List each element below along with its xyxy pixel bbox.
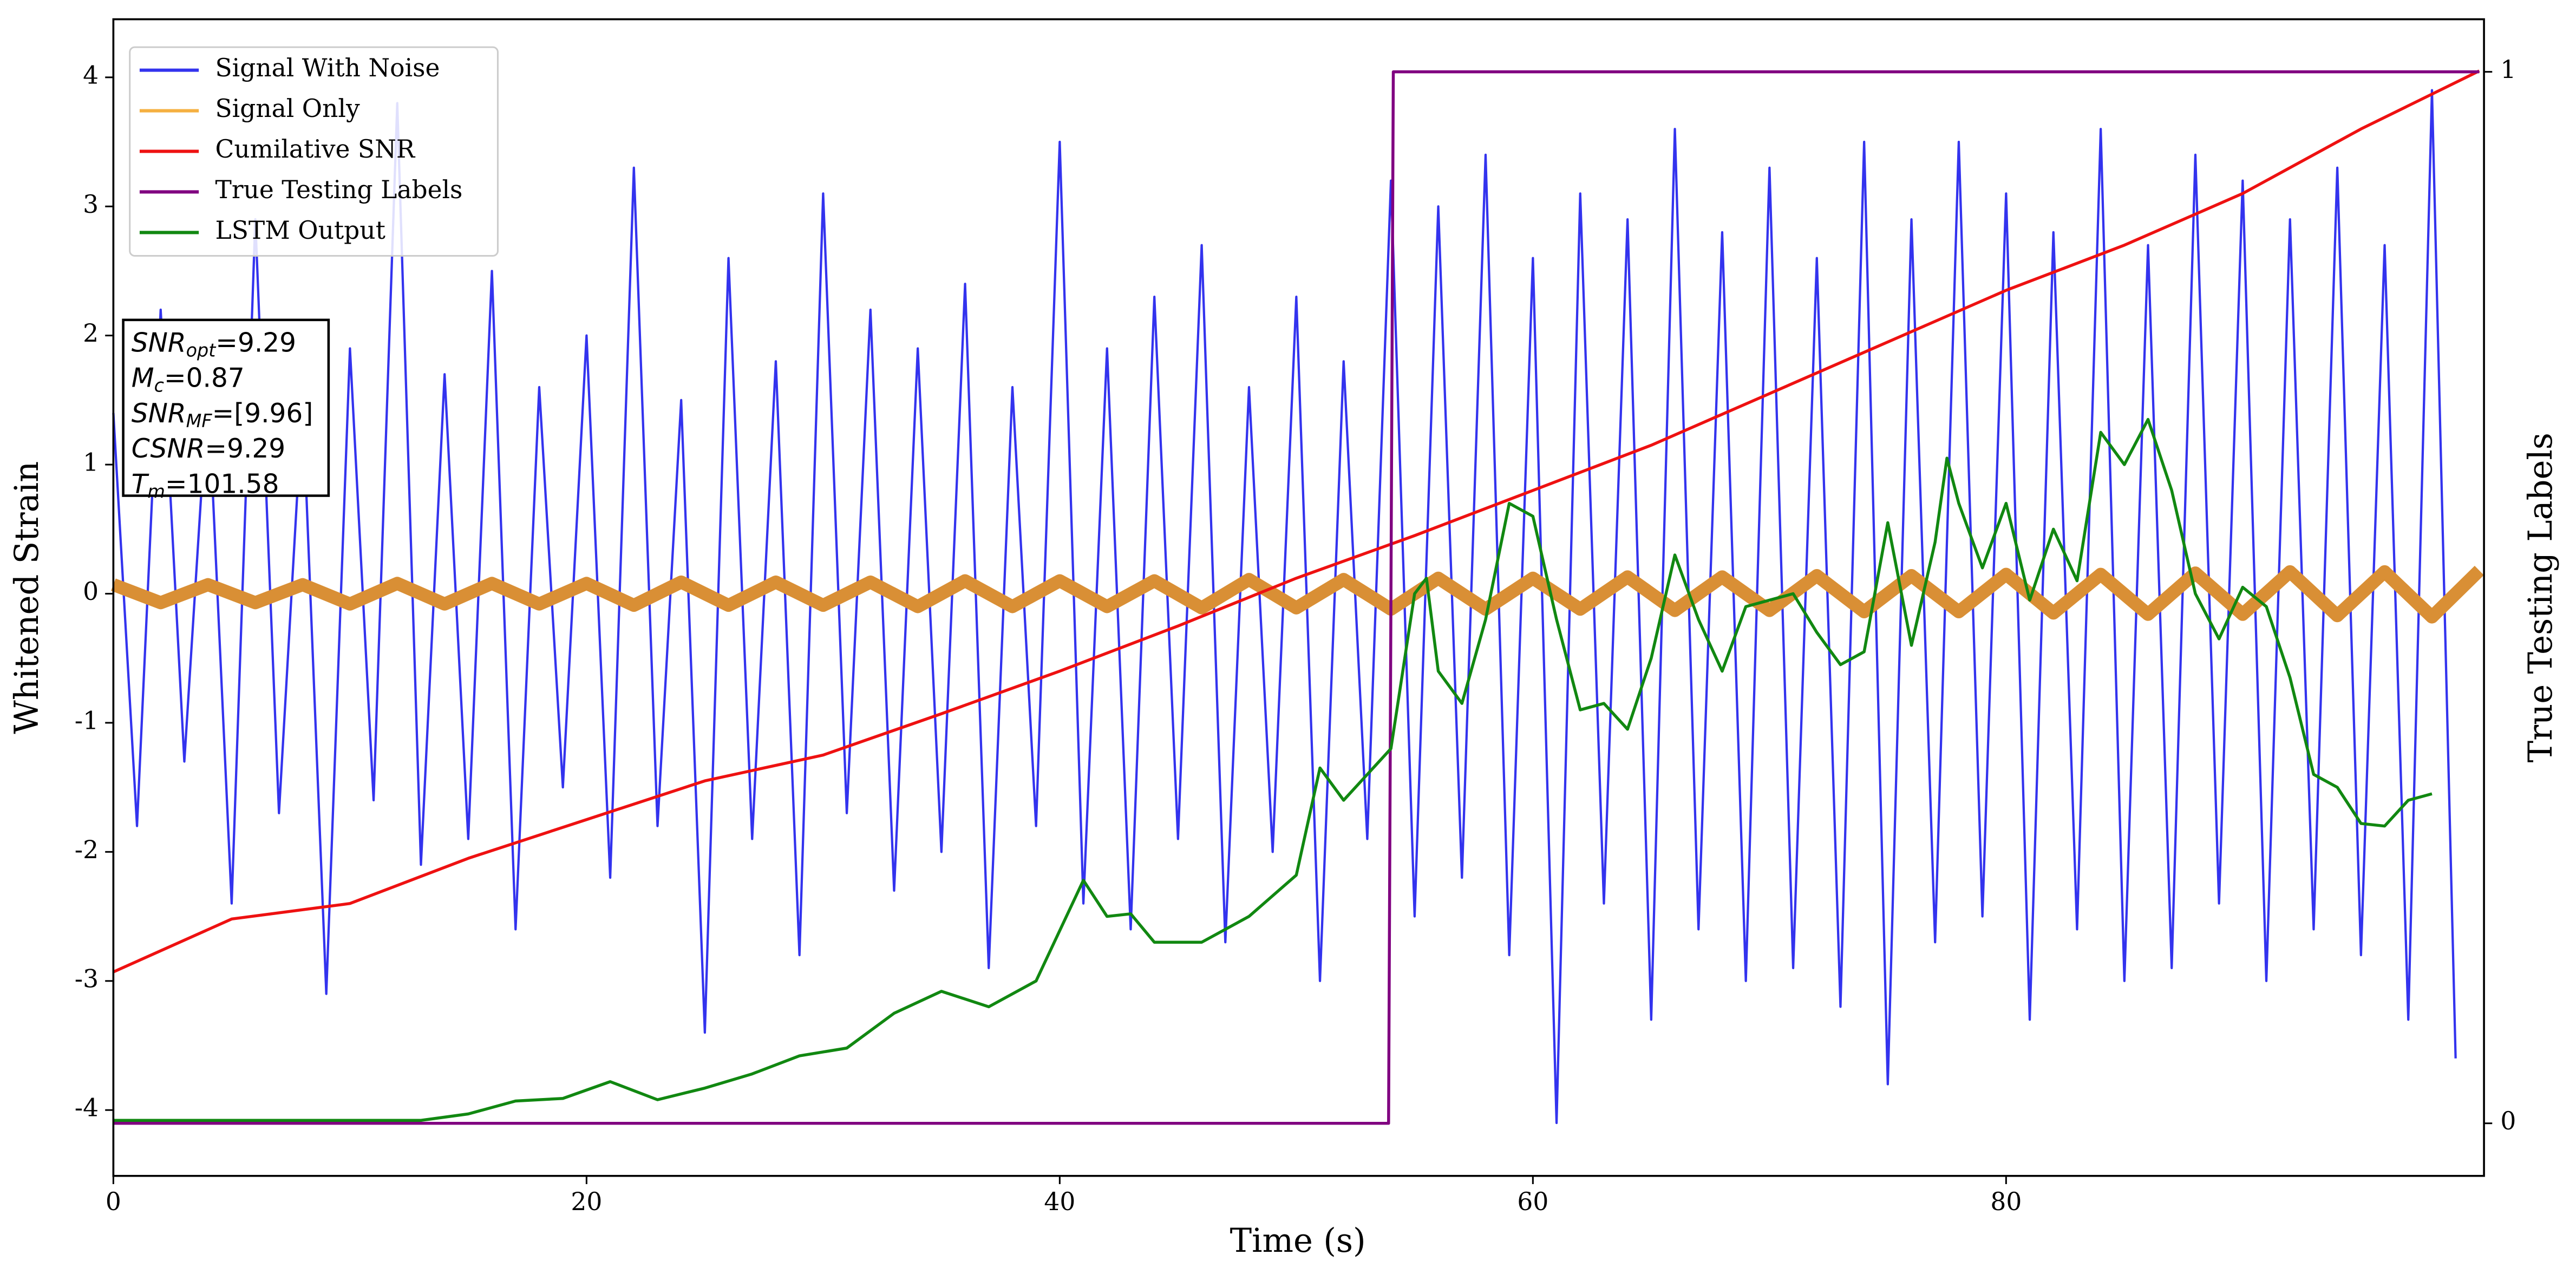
legend-label: Signal With Noise <box>215 54 440 82</box>
legend-label: Cumilative SNR <box>215 135 416 164</box>
x-tick-label: 20 <box>571 1187 602 1216</box>
plot-area <box>111 69 2484 1125</box>
y-tick-label: -2 <box>75 835 99 864</box>
annotation-text: Mc=0.87 <box>132 363 245 396</box>
annotation-text: CSNR=9.29 <box>132 434 285 464</box>
annotation-text: SNRopt=9.29 <box>132 328 296 361</box>
x-axis-label: Time (s) <box>1230 1222 1366 1260</box>
series-line <box>113 69 2480 974</box>
y-tick-label: -3 <box>75 964 99 993</box>
legend-label: True Testing Labels <box>215 175 463 204</box>
y-tick-label: -4 <box>75 1094 99 1122</box>
x-tick-label: 0 <box>106 1187 121 1216</box>
series-line <box>113 70 2480 1125</box>
annotation-rest: =[9.96] <box>212 398 313 429</box>
y2-tick-label: 0 <box>2500 1107 2516 1135</box>
y-tick-label: 3 <box>83 190 99 219</box>
annotation-main: SNR <box>132 328 186 358</box>
y-tick-label: -1 <box>75 706 99 735</box>
annotation-sub: MF <box>186 410 213 431</box>
annotation-main: M <box>132 363 154 394</box>
annotation-box <box>122 318 330 497</box>
x-tick-label: 60 <box>1517 1187 1548 1216</box>
annotation-main: T <box>132 469 149 499</box>
legend-box <box>129 46 499 257</box>
annotation-text: SNRMF=[9.96] <box>132 398 313 432</box>
series-line <box>111 565 2484 624</box>
y-tick-label: 2 <box>83 319 99 348</box>
annotation-rest: =9.29 <box>205 434 285 464</box>
annotation-rest: =9.29 <box>215 328 296 358</box>
annotation-main: CSNR <box>132 434 205 464</box>
annotation-text: Tm=101.58 <box>132 469 279 502</box>
annotation-sub: opt <box>186 339 217 361</box>
y-tick-label: 4 <box>83 61 99 89</box>
y-tick-label: 1 <box>83 448 99 477</box>
axes-frame <box>112 18 2485 1177</box>
series-line <box>113 417 2433 1122</box>
annotation-sub: c <box>154 375 164 396</box>
legend-label: Signal Only <box>215 94 360 123</box>
legend-label: LSTM Output <box>215 216 385 245</box>
series-line <box>112 89 2457 1125</box>
y2-axis-label: True Testing Labels <box>2522 433 2560 762</box>
annotation-rest: =0.87 <box>164 363 245 394</box>
x-tick-label: 80 <box>1990 1187 2022 1216</box>
y-tick-label: 0 <box>83 577 99 606</box>
annotation-main: SNR <box>132 398 186 429</box>
x-tick-label: 40 <box>1044 1187 1075 1216</box>
y2-tick-label: 1 <box>2500 55 2516 84</box>
y-axis-label: Whitened Strain <box>8 461 46 734</box>
annotation-sub: m <box>147 481 165 502</box>
annotation-rest: =101.58 <box>165 469 279 499</box>
